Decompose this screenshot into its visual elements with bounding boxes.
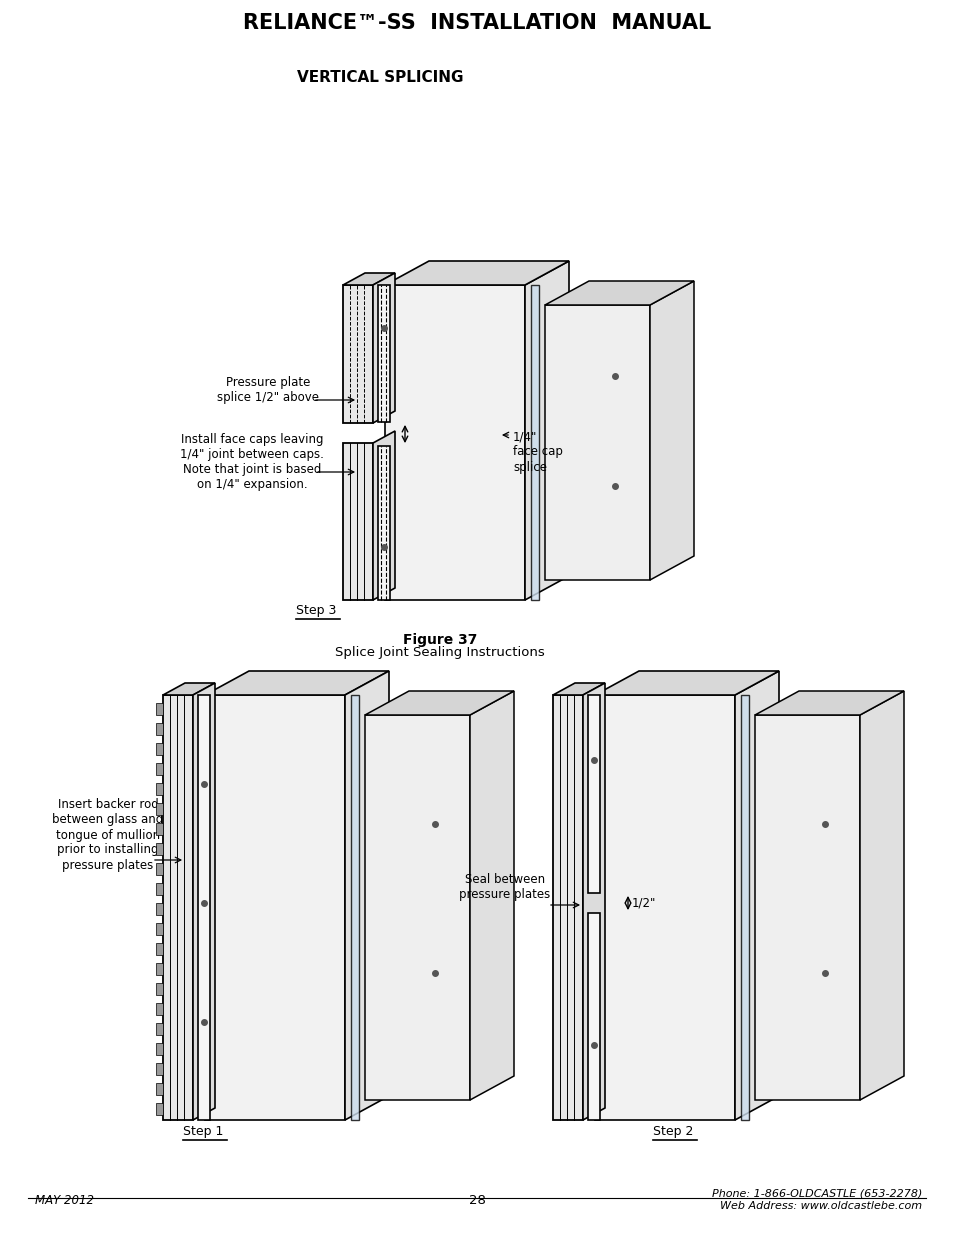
Polygon shape — [156, 963, 163, 974]
Polygon shape — [365, 692, 514, 715]
Polygon shape — [524, 261, 568, 600]
Polygon shape — [373, 431, 395, 600]
Text: 28: 28 — [468, 1194, 485, 1207]
Polygon shape — [531, 285, 538, 600]
Polygon shape — [740, 695, 748, 1120]
Text: Figure 37: Figure 37 — [402, 634, 476, 647]
Polygon shape — [544, 282, 693, 305]
Polygon shape — [587, 913, 599, 1120]
Polygon shape — [205, 695, 345, 1120]
Polygon shape — [754, 692, 903, 715]
Polygon shape — [859, 692, 903, 1100]
Polygon shape — [470, 692, 514, 1100]
Polygon shape — [156, 923, 163, 935]
Polygon shape — [553, 695, 582, 1120]
Polygon shape — [156, 722, 163, 735]
Polygon shape — [377, 446, 390, 600]
Text: RELIANCE™-SS  INSTALLATION  MANUAL: RELIANCE™-SS INSTALLATION MANUAL — [243, 14, 710, 33]
Text: VERTICAL SPLICING: VERTICAL SPLICING — [296, 70, 463, 85]
Polygon shape — [377, 285, 390, 422]
Polygon shape — [156, 1023, 163, 1035]
Text: Seal between
pressure plates: Seal between pressure plates — [459, 873, 550, 902]
Polygon shape — [156, 844, 163, 855]
Text: 1/2": 1/2" — [631, 897, 656, 909]
Polygon shape — [343, 273, 395, 285]
Polygon shape — [385, 285, 524, 600]
Text: Pressure plate
splice 1/2" above: Pressure plate splice 1/2" above — [216, 375, 318, 404]
Polygon shape — [163, 695, 193, 1120]
Polygon shape — [156, 763, 163, 776]
Text: Web Address: www.oldcastlebe.com: Web Address: www.oldcastlebe.com — [720, 1200, 921, 1212]
Polygon shape — [553, 683, 604, 695]
Polygon shape — [156, 803, 163, 815]
Polygon shape — [163, 683, 214, 695]
Text: Install face caps leaving
1/4" joint between caps.
Note that joint is based
on 1: Install face caps leaving 1/4" joint bet… — [180, 433, 324, 492]
Polygon shape — [595, 695, 734, 1120]
Polygon shape — [345, 671, 389, 1120]
Polygon shape — [351, 695, 358, 1120]
Text: MAY 2012: MAY 2012 — [35, 1194, 94, 1207]
Text: Insert backer rod
between glass and
tongue of mullion
prior to installing
pressu: Insert backer rod between glass and tong… — [52, 799, 164, 872]
Polygon shape — [587, 695, 599, 893]
Text: Step 1: Step 1 — [183, 1125, 223, 1137]
Polygon shape — [343, 443, 373, 600]
Polygon shape — [156, 883, 163, 895]
Text: Phone: 1-866-OLDCASTLE (653-2278): Phone: 1-866-OLDCASTLE (653-2278) — [711, 1189, 921, 1199]
Polygon shape — [156, 1044, 163, 1055]
Polygon shape — [544, 305, 649, 580]
Polygon shape — [205, 671, 389, 695]
Polygon shape — [754, 715, 859, 1100]
Polygon shape — [198, 695, 210, 1120]
Text: Step 2: Step 2 — [652, 1125, 693, 1137]
Polygon shape — [156, 783, 163, 795]
Text: Step 3: Step 3 — [295, 604, 336, 618]
Polygon shape — [156, 1103, 163, 1115]
Polygon shape — [156, 944, 163, 955]
Polygon shape — [595, 671, 779, 695]
Polygon shape — [734, 671, 779, 1120]
Polygon shape — [582, 683, 604, 1120]
Polygon shape — [156, 823, 163, 835]
Polygon shape — [343, 285, 373, 424]
Text: 1/4"
face cap
splice: 1/4" face cap splice — [513, 431, 562, 473]
Polygon shape — [156, 1003, 163, 1015]
Polygon shape — [649, 282, 693, 580]
Polygon shape — [385, 261, 568, 285]
Polygon shape — [156, 743, 163, 755]
Polygon shape — [156, 863, 163, 876]
Polygon shape — [156, 1063, 163, 1074]
Polygon shape — [373, 273, 395, 424]
Polygon shape — [156, 983, 163, 995]
Polygon shape — [156, 1083, 163, 1095]
Polygon shape — [365, 715, 470, 1100]
Text: Splice Joint Sealing Instructions: Splice Joint Sealing Instructions — [335, 646, 544, 659]
Polygon shape — [193, 683, 214, 1120]
Polygon shape — [156, 703, 163, 715]
Polygon shape — [156, 903, 163, 915]
